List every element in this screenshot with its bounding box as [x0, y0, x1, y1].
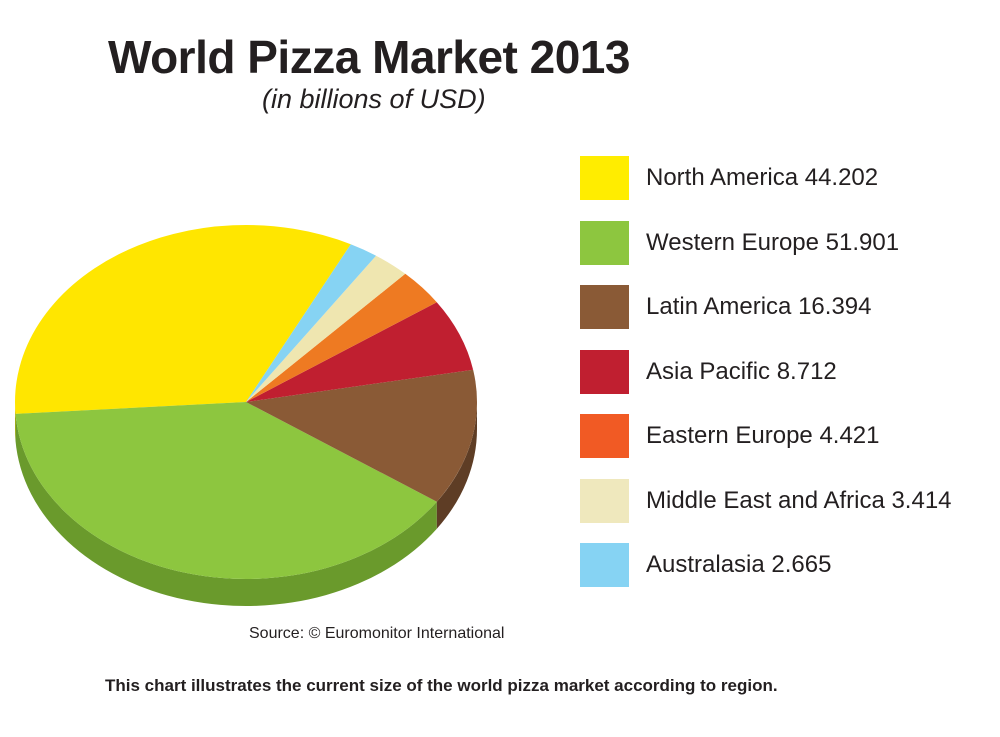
legend-swatch-western-europe — [580, 220, 629, 265]
legend-item-north-america: North America 44.202 — [580, 156, 952, 200]
legend-label-eastern-europe: Eastern Europe 4.421 — [646, 422, 880, 449]
pie-tops — [15, 225, 477, 579]
legend-swatch-eastern-europe — [580, 414, 629, 458]
legend-swatch-australasia — [580, 543, 629, 587]
chart-caption: This chart illustrates the current size … — [105, 676, 778, 695]
legend-label-north-america: North America 44.202 — [646, 164, 879, 191]
legend-item-asia-pacific: Asia Pacific 8.712 — [580, 349, 952, 394]
chart-title: World Pizza Market 2013 — [108, 31, 630, 83]
legend-label-middle-east-africa: Middle East and Africa 3.414 — [646, 486, 952, 514]
pie-side-western-europe — [15, 413, 437, 606]
legend-swatch-latin-america — [580, 285, 629, 329]
legend-swatch-middle-east-africa — [580, 478, 629, 523]
legend: North America 44.202 Western Europe 51.9… — [580, 156, 952, 608]
pie-slice-middle-east-and-africa — [246, 255, 406, 402]
pie-side-north-america — [15, 402, 16, 441]
pie-slice-latin-america — [246, 369, 477, 502]
legend-label-australasia: Australasia 2.665 — [646, 551, 832, 578]
legend-item-australasia: Australasia 2.665 — [580, 543, 952, 587]
pie-slice-eastern-europe — [246, 273, 437, 402]
legend-swatch-asia-pacific — [580, 349, 629, 394]
pie-slice-asia-pacific — [246, 302, 474, 402]
pie-slice-north-america — [15, 225, 351, 414]
pie-sides — [15, 402, 477, 606]
legend-item-western-europe: Western Europe 51.901 — [580, 220, 952, 265]
legend-item-eastern-europe: Eastern Europe 4.421 — [580, 414, 952, 458]
pie-slice-western-europe — [15, 402, 437, 579]
pie-slice-australasia — [246, 244, 377, 402]
pie-side-latin-america — [436, 402, 477, 529]
legend-label-asia-pacific: Asia Pacific 8.712 — [646, 357, 837, 385]
legend-label-latin-america: Latin America 16.394 — [646, 293, 872, 320]
legend-item-latin-america: Latin America 16.394 — [580, 285, 952, 329]
pie-chart — [15, 225, 477, 606]
legend-label-western-europe: Western Europe 51.901 — [646, 228, 900, 256]
chart-subtitle: (in billions of USD) — [262, 84, 486, 114]
legend-swatch-north-america — [580, 156, 629, 200]
source-note: Source: © Euromonitor International — [249, 625, 505, 642]
legend-item-middle-east-africa: Middle East and Africa 3.414 — [580, 478, 952, 523]
